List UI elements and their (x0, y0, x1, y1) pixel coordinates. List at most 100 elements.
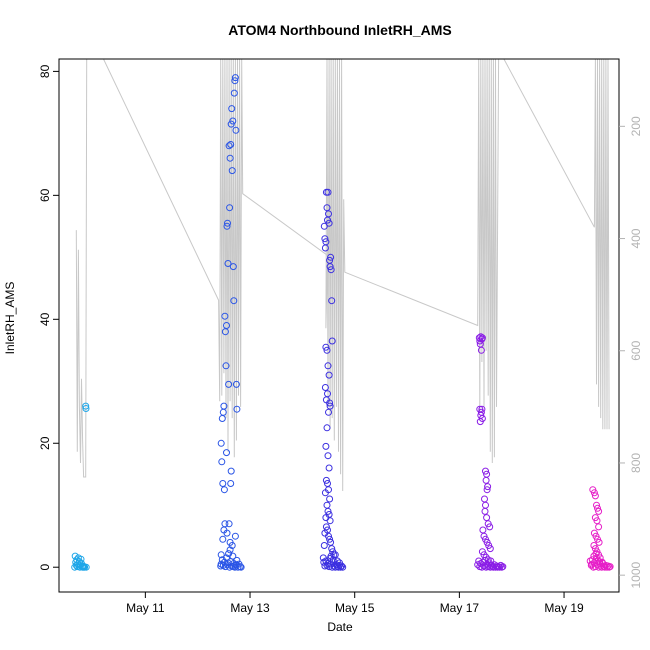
data-point (230, 297, 238, 305)
data-point (323, 501, 331, 509)
data-point (220, 486, 228, 494)
data-point (482, 467, 489, 475)
data-point (482, 501, 489, 509)
data-point (481, 495, 488, 503)
y-tick-label: 40 (38, 312, 52, 326)
data-point (595, 507, 603, 515)
data-point (231, 77, 239, 85)
data-point (483, 514, 491, 522)
data-point (82, 405, 90, 412)
data-point (320, 222, 328, 230)
data-point (337, 563, 345, 571)
data-point (322, 238, 330, 246)
secondary-tick-label: 600 (629, 340, 643, 360)
data-point (499, 563, 507, 571)
data-point (225, 142, 233, 150)
x-tick-label: May 15 (335, 601, 375, 615)
data-point (327, 253, 335, 261)
data-point (322, 343, 330, 351)
data-point (324, 507, 332, 515)
data-point (224, 219, 231, 227)
data-point (322, 523, 330, 531)
data-point (326, 402, 334, 410)
data-point (218, 458, 226, 466)
y-tick-label: 20 (38, 436, 52, 450)
data-point (227, 141, 235, 148)
data-point (231, 532, 239, 540)
data-point (225, 380, 233, 388)
data-point (227, 467, 235, 475)
data-point (486, 523, 494, 531)
data-point (324, 452, 332, 460)
data-point (224, 260, 232, 267)
data-point (222, 362, 230, 370)
data-point (483, 486, 491, 494)
data-point (590, 489, 598, 497)
data-point (232, 561, 240, 569)
data-point (484, 483, 492, 491)
data-point (325, 371, 333, 379)
y-tick-label: 80 (38, 64, 52, 78)
data-point (321, 384, 329, 391)
data-point (321, 235, 329, 243)
data-point (478, 334, 486, 342)
data-point (226, 546, 234, 554)
secondary-tick-label: 200 (629, 116, 643, 136)
data-point (325, 532, 332, 540)
data-point (325, 464, 333, 472)
data-point (221, 520, 229, 528)
data-point (327, 552, 335, 560)
secondary-line (75, 58, 610, 492)
data-point (486, 545, 494, 553)
data-point (593, 501, 600, 509)
data-point (233, 556, 241, 564)
data-point (327, 266, 335, 274)
data-point (481, 507, 489, 515)
data-point (331, 551, 339, 559)
data-point (228, 542, 236, 549)
data-point (228, 105, 236, 113)
data-point (323, 424, 331, 432)
data-point (231, 74, 239, 82)
data-point (324, 362, 332, 370)
data-point (229, 263, 237, 271)
secondary-tick-label: 1000 (629, 561, 643, 588)
data-point (227, 480, 235, 487)
data-point (479, 526, 487, 534)
data-point (230, 89, 238, 97)
data-point (336, 559, 343, 567)
data-point (219, 535, 227, 543)
data-point (320, 542, 328, 549)
secondary-tick-label: 400 (629, 228, 643, 248)
data-point (229, 117, 237, 125)
data-point (221, 312, 229, 320)
data-point (328, 297, 336, 305)
y-axis-left: 0 20 40 60 80 (38, 64, 59, 571)
data-point (218, 415, 226, 422)
data-point (233, 405, 241, 413)
data-point (324, 390, 331, 398)
data-point (326, 495, 334, 503)
x-tick-label: May 17 (440, 601, 480, 615)
data-point (325, 210, 332, 218)
data-point (220, 402, 228, 410)
data-point (333, 557, 341, 565)
data-point (223, 529, 231, 537)
x-axis-label: Date (327, 620, 353, 634)
x-tick-label: May 19 (544, 601, 584, 615)
data-point (606, 563, 614, 571)
data-point (328, 337, 336, 345)
data-point (229, 552, 237, 560)
chart-title: ATOM4 Northbound InletRH_AMS (228, 22, 451, 38)
data-point (232, 126, 240, 134)
data-point (223, 222, 231, 230)
data-point (232, 380, 240, 388)
data-point (228, 167, 236, 175)
data-point (326, 517, 334, 525)
data-point (217, 551, 225, 559)
data-point (595, 523, 603, 531)
data-point (226, 154, 234, 162)
data-point (593, 517, 601, 525)
data-point (323, 204, 331, 212)
data-point (588, 560, 596, 568)
